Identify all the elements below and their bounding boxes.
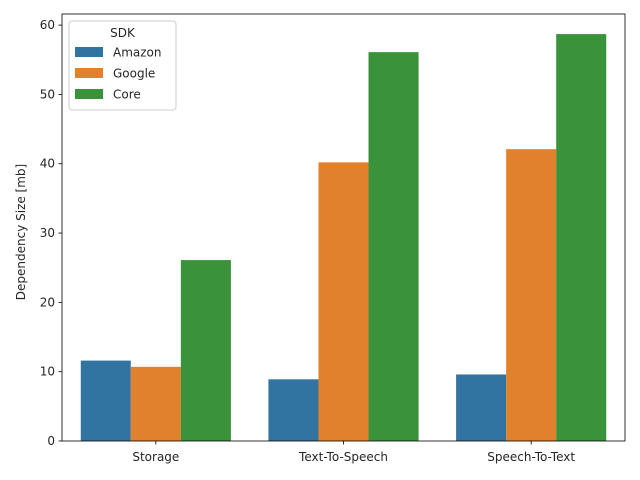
- legend-swatch-google: [75, 68, 103, 78]
- y-tick-label: 10: [40, 365, 55, 379]
- bar-amazon-speech-to-text: [456, 374, 507, 441]
- legend-title: SDK: [110, 26, 136, 40]
- x-tick-label: Text-To-Speech: [298, 450, 388, 464]
- bar-amazon-storage: [80, 360, 131, 441]
- y-tick-label: 50: [40, 87, 55, 101]
- y-axis-title: Dependency Size [mb]: [14, 164, 28, 300]
- legend-label-amazon: Amazon: [113, 46, 162, 60]
- y-tick-label: 20: [40, 295, 55, 309]
- bar-google-storage: [130, 366, 181, 441]
- y-tick-label: 0: [47, 434, 55, 448]
- bar-amazon-text-to-speech: [268, 379, 319, 441]
- x-tick-label: Storage: [132, 450, 179, 464]
- legend-label-core: Core: [113, 88, 141, 102]
- x-tick-label: Speech-To-Text: [487, 450, 575, 464]
- bars-layer: [80, 34, 607, 442]
- legend-swatch-amazon: [75, 47, 103, 57]
- bar-core-speech-to-text: [556, 34, 607, 442]
- y-tick-label: 40: [40, 157, 55, 171]
- y-tick-label: 60: [40, 18, 55, 32]
- legend: SDK Amazon Google Core: [68, 20, 177, 111]
- bar-core-storage: [180, 260, 231, 441]
- legend-box: [68, 20, 177, 111]
- bar-google-text-to-speech: [318, 162, 369, 441]
- legend-label-google: Google: [113, 67, 155, 81]
- y-tick-label: 30: [40, 226, 55, 240]
- bar-google-speech-to-text: [506, 149, 557, 441]
- bar-core-text-to-speech: [368, 52, 419, 441]
- axes-layer: 0 10 20 30 40 50 60 Storage Text-To-Speech Speech…: [40, 13, 626, 464]
- legend-swatch-core: [75, 89, 103, 99]
